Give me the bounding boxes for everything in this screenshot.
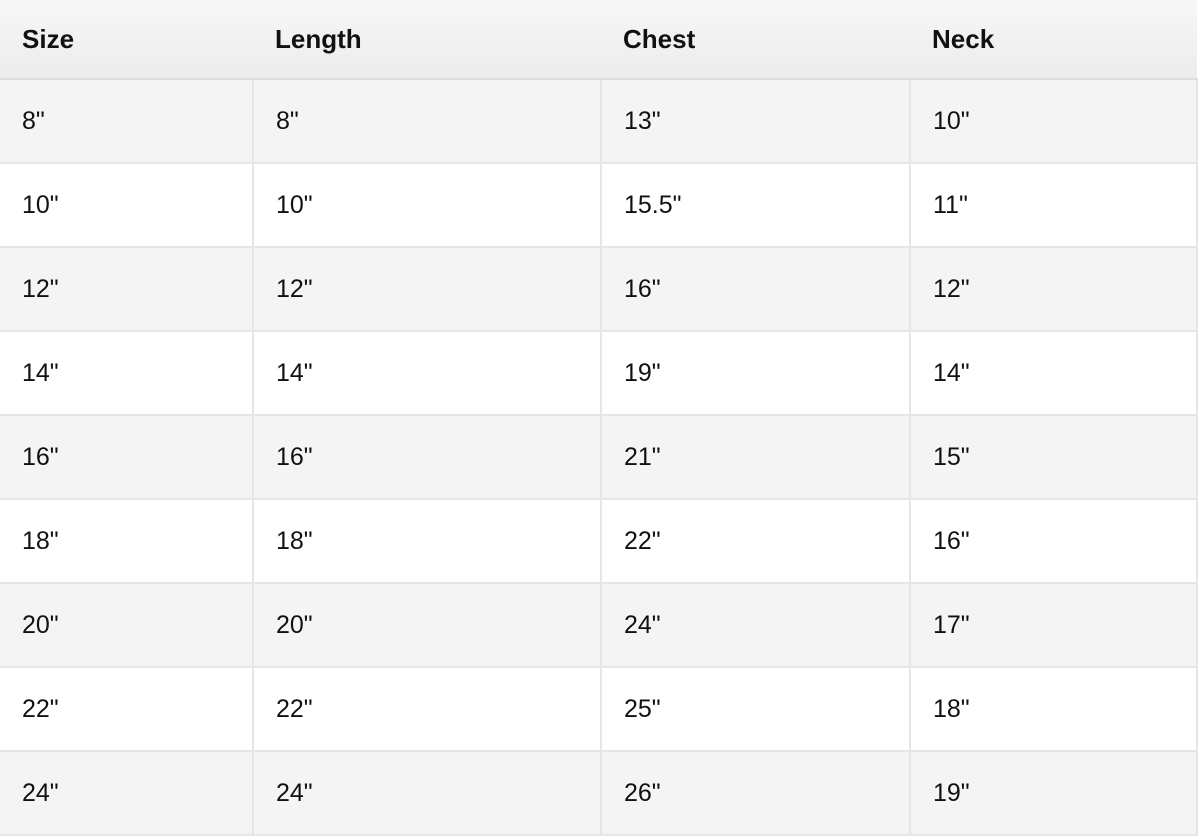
cell-chest: 22" [600, 499, 911, 584]
header-chest: Chest [601, 0, 910, 80]
cell-neck: 11" [909, 163, 1198, 248]
cell-size: 12" [0, 247, 254, 332]
cell-neck: 10" [909, 79, 1198, 164]
cell-neck: 14" [909, 331, 1198, 416]
cell-neck: 17" [909, 583, 1198, 668]
cell-chest: 24" [600, 583, 911, 668]
header-size: Size [0, 0, 253, 80]
cell-size: 20" [0, 583, 254, 668]
cell-length: 8" [252, 79, 602, 164]
table-row: 22" 22" 25" 18" [0, 667, 1198, 752]
table-row: 24" 24" 26" 19" [0, 751, 1198, 836]
cell-chest: 25" [600, 667, 911, 752]
cell-length: 14" [252, 331, 602, 416]
table-row: 18" 18" 22" 16" [0, 499, 1198, 584]
cell-length: 10" [252, 163, 602, 248]
cell-size: 16" [0, 415, 254, 500]
cell-length: 24" [252, 751, 602, 836]
cell-neck: 16" [909, 499, 1198, 584]
cell-chest: 13" [600, 79, 911, 164]
cell-chest: 26" [600, 751, 911, 836]
cell-size: 10" [0, 163, 254, 248]
cell-chest: 19" [600, 331, 911, 416]
cell-neck: 12" [909, 247, 1198, 332]
cell-chest: 15.5" [600, 163, 911, 248]
cell-size: 24" [0, 751, 254, 836]
cell-length: 18" [252, 499, 602, 584]
cell-size: 14" [0, 331, 254, 416]
cell-chest: 16" [600, 247, 911, 332]
table-row: 12" 12" 16" 12" [0, 247, 1198, 332]
cell-length: 20" [252, 583, 602, 668]
header-length: Length [253, 0, 601, 80]
table-row: 20" 20" 24" 17" [0, 583, 1198, 668]
cell-length: 16" [252, 415, 602, 500]
table-row: 10" 10" 15.5" 11" [0, 163, 1198, 248]
cell-size: 18" [0, 499, 254, 584]
header-row: Size Length Chest Neck [0, 0, 1197, 80]
header-neck: Neck [910, 0, 1197, 80]
table-row: 8" 8" 13" 10" [0, 79, 1198, 164]
table-row: 16" 16" 21" 15" [0, 415, 1198, 500]
cell-size: 22" [0, 667, 254, 752]
cell-neck: 15" [909, 415, 1198, 500]
cell-chest: 21" [600, 415, 911, 500]
cell-size: 8" [0, 79, 254, 164]
cell-length: 12" [252, 247, 602, 332]
cell-neck: 18" [909, 667, 1198, 752]
cell-length: 22" [252, 667, 602, 752]
cell-neck: 19" [909, 751, 1198, 836]
table-row: 14" 14" 19" 14" [0, 331, 1198, 416]
